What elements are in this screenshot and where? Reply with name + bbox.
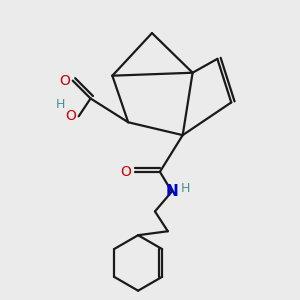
Text: O: O bbox=[59, 74, 70, 88]
Text: O: O bbox=[120, 165, 131, 179]
Text: H: H bbox=[56, 98, 65, 111]
Text: H: H bbox=[181, 182, 190, 195]
Text: O: O bbox=[65, 109, 76, 123]
Text: N: N bbox=[165, 184, 178, 199]
